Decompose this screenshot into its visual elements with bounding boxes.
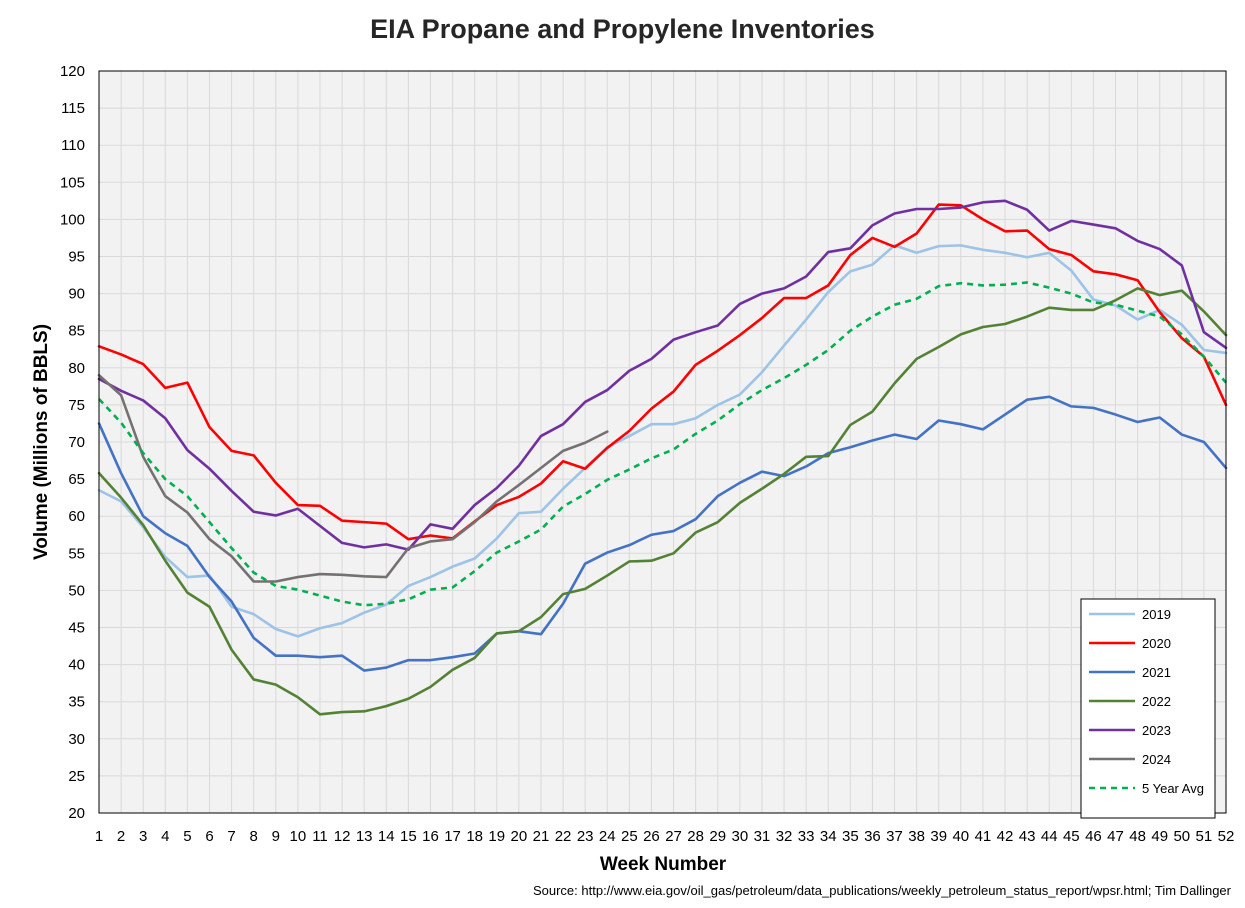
series-lines bbox=[97, 199, 1228, 716]
y-tick-label: 90 bbox=[68, 286, 85, 303]
y-tick-label: 85 bbox=[68, 323, 85, 340]
x-tick-label: 45 bbox=[1063, 828, 1080, 845]
x-tick-label: 24 bbox=[599, 828, 616, 845]
chart-title: EIA Propane and Propylene Inventories bbox=[370, 14, 875, 44]
plot-frame bbox=[98, 70, 1227, 814]
x-tick-label: 39 bbox=[930, 828, 947, 845]
x-tick-label: 37 bbox=[886, 828, 903, 845]
x-tick-label: 15 bbox=[400, 828, 417, 845]
y-tick-label: 50 bbox=[68, 582, 85, 599]
x-tick-label: 36 bbox=[864, 828, 881, 845]
x-tick-label: 46 bbox=[1085, 828, 1102, 845]
x-tick-label: 49 bbox=[1151, 828, 1168, 845]
y-tick-label: 65 bbox=[68, 471, 85, 488]
x-tick-label: 44 bbox=[1041, 828, 1058, 845]
y-tick-label: 95 bbox=[68, 249, 85, 266]
x-tick-label: 18 bbox=[466, 828, 483, 845]
y-tick-label: 100 bbox=[60, 211, 85, 228]
x-axis-title: Week Number bbox=[600, 854, 727, 875]
x-tick-label: 51 bbox=[1196, 828, 1213, 845]
x-tick-label: 14 bbox=[378, 828, 395, 845]
legend-label: 2019 bbox=[1142, 607, 1171, 622]
x-tick-label: 35 bbox=[842, 828, 859, 845]
gridlines bbox=[98, 70, 1227, 814]
series-line-2021 bbox=[97, 395, 1228, 672]
x-tick-label: 22 bbox=[555, 828, 572, 845]
x-tick-label: 5 bbox=[183, 828, 191, 845]
x-tick-label: 48 bbox=[1129, 828, 1146, 845]
legend-box bbox=[1080, 598, 1216, 819]
x-tick-label: 6 bbox=[205, 828, 213, 845]
y-axis-title: Volume (Millions of BBLS) bbox=[31, 324, 52, 560]
legend-label: 2024 bbox=[1142, 752, 1171, 767]
y-tick-label: 40 bbox=[68, 657, 85, 674]
y-tick-label: 110 bbox=[61, 137, 85, 154]
y-tick-label: 80 bbox=[68, 360, 85, 377]
legend-label: 2022 bbox=[1142, 694, 1171, 709]
legend: 2019 2020 2021 2022 2023 2024 5 Year Avg bbox=[1080, 598, 1216, 819]
y-tick-label: 30 bbox=[68, 731, 85, 748]
y-axis-ticks: 20 25 30 35 40 45 50 55 60 65 70 75 80 85 90 95 100 105 11… bbox=[60, 63, 85, 822]
x-tick-label: 32 bbox=[776, 828, 793, 845]
series-line-2024 bbox=[97, 373, 609, 583]
y-tick-label: 35 bbox=[68, 694, 85, 711]
series-line-5-year-avg bbox=[98, 281, 1227, 607]
x-axis-ticks: 1 2 3 4 5 6 7 8 9 10 11 12 13 14 15 16 17 18 19 20 21 22 23 24 2… bbox=[95, 828, 1235, 845]
x-tick-label: 29 bbox=[709, 828, 726, 845]
legend-label: 2021 bbox=[1142, 665, 1171, 680]
x-tick-label: 28 bbox=[687, 828, 704, 845]
source-note: Source: http://www.eia.gov/oil_gas/petro… bbox=[532, 883, 1231, 898]
y-tick-label: 60 bbox=[68, 508, 85, 525]
x-tick-label: 26 bbox=[643, 828, 660, 845]
x-tick-label: 12 bbox=[334, 828, 351, 845]
x-tick-label: 27 bbox=[665, 828, 682, 845]
x-tick-label: 42 bbox=[997, 828, 1014, 845]
x-tick-label: 10 bbox=[290, 828, 307, 845]
series-line-2020 bbox=[97, 203, 1228, 541]
x-tick-label: 52 bbox=[1218, 828, 1235, 845]
series-line-2022 bbox=[97, 287, 1228, 716]
x-tick-label: 41 bbox=[975, 828, 992, 845]
y-tick-label: 20 bbox=[68, 805, 85, 822]
x-tick-label: 16 bbox=[422, 828, 439, 845]
x-tick-label: 8 bbox=[250, 828, 258, 845]
x-tick-label: 1 bbox=[95, 828, 103, 845]
x-tick-label: 25 bbox=[621, 828, 638, 845]
x-tick-label: 23 bbox=[577, 828, 594, 845]
x-tick-label: 47 bbox=[1107, 828, 1124, 845]
y-tick-label: 105 bbox=[60, 174, 85, 191]
x-tick-label: 34 bbox=[820, 828, 837, 845]
x-tick-label: 13 bbox=[356, 828, 373, 845]
legend-label: 5 Year Avg bbox=[1142, 781, 1204, 796]
x-tick-label: 4 bbox=[161, 828, 169, 845]
x-tick-label: 20 bbox=[511, 828, 528, 845]
legend-label: 2023 bbox=[1142, 723, 1171, 738]
x-tick-label: 33 bbox=[798, 828, 815, 845]
x-tick-label: 19 bbox=[488, 828, 505, 845]
x-tick-label: 31 bbox=[754, 828, 771, 845]
series-line-2023 bbox=[97, 199, 1228, 551]
x-tick-label: 17 bbox=[444, 828, 461, 845]
y-tick-label: 45 bbox=[68, 620, 85, 637]
y-tick-label: 55 bbox=[68, 545, 85, 562]
x-tick-label: 50 bbox=[1173, 828, 1190, 845]
x-tick-label: 11 bbox=[312, 828, 328, 845]
x-tick-label: 43 bbox=[1019, 828, 1036, 845]
x-tick-label: 2 bbox=[117, 828, 125, 845]
y-tick-label: 120 bbox=[60, 63, 85, 80]
x-tick-label: 38 bbox=[908, 828, 925, 845]
y-tick-label: 75 bbox=[68, 397, 85, 414]
series-line-2019 bbox=[97, 244, 1228, 638]
y-tick-label: 25 bbox=[68, 768, 85, 785]
x-tick-label: 3 bbox=[139, 828, 147, 845]
y-tick-label: 70 bbox=[68, 434, 85, 451]
x-tick-label: 21 bbox=[533, 828, 550, 845]
x-tick-label: 9 bbox=[272, 828, 280, 845]
y-tick-label: 115 bbox=[61, 100, 85, 117]
legend-label: 2020 bbox=[1142, 636, 1171, 651]
x-tick-label: 30 bbox=[731, 828, 748, 845]
x-tick-label: 40 bbox=[952, 828, 969, 845]
x-tick-label: 7 bbox=[227, 828, 235, 845]
